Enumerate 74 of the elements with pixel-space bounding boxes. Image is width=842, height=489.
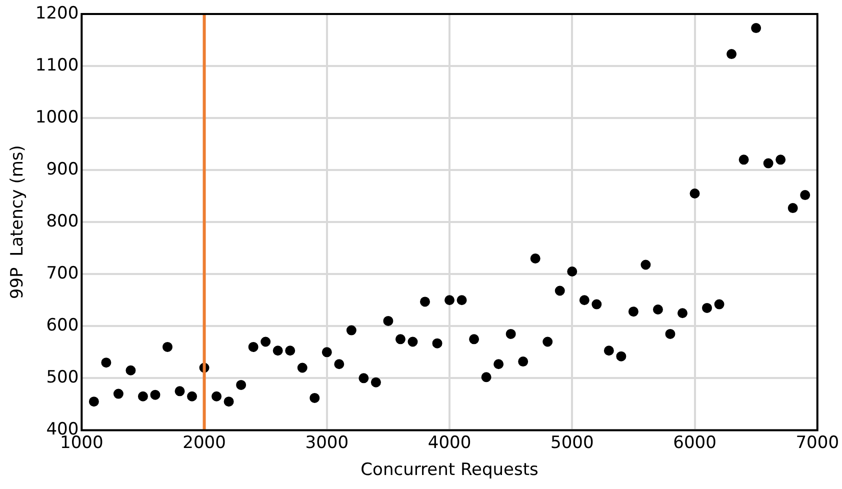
y-tick-label: 1200: [35, 3, 79, 24]
point: [738, 154, 749, 165]
y-tick-label: 500: [46, 368, 79, 388]
point: [113, 388, 124, 399]
point: [248, 342, 258, 352]
point: [444, 295, 455, 306]
point: [456, 295, 467, 306]
x-tick-label: 5000: [550, 432, 594, 453]
point: [174, 386, 185, 396]
y-axis-title: 99P Latency (ms): [8, 145, 28, 300]
x-tick-label: 6000: [673, 432, 716, 453]
point: [150, 390, 160, 400]
point: [285, 346, 296, 356]
point: [616, 351, 626, 362]
point: [224, 396, 234, 407]
point: [518, 356, 528, 367]
point: [358, 373, 369, 384]
point: [592, 299, 602, 310]
point: [628, 306, 638, 317]
point: [665, 328, 676, 339]
point: [677, 308, 688, 318]
point: [432, 338, 442, 348]
point: [726, 49, 737, 60]
y-tick-label: 800: [46, 212, 79, 232]
point: [310, 392, 320, 403]
point: [187, 391, 198, 402]
x-tick-label: 2000: [182, 432, 226, 453]
point: [297, 362, 308, 373]
point: [272, 346, 283, 356]
point: [260, 336, 271, 347]
point: [126, 365, 136, 376]
x-tick-label: 3000: [305, 432, 349, 453]
point: [469, 334, 480, 344]
point: [212, 391, 222, 402]
point: [530, 254, 540, 264]
point: [652, 304, 663, 314]
point: [420, 296, 430, 307]
point: [162, 342, 172, 352]
point: [395, 334, 406, 344]
point: [640, 260, 651, 270]
point: [236, 380, 246, 390]
point: [554, 286, 565, 296]
point: [567, 266, 578, 277]
x-tick-label: 7000: [796, 432, 839, 453]
point: [788, 203, 798, 214]
point: [322, 347, 332, 358]
x-axis-title: Concurrent Requests: [360, 460, 538, 480]
point: [800, 190, 810, 200]
point: [334, 359, 344, 370]
point: [370, 377, 381, 388]
point: [714, 299, 724, 310]
point: [542, 336, 553, 347]
y-tick-label: 700: [46, 264, 79, 284]
y-tick-label: 1100: [35, 55, 79, 76]
point: [702, 302, 712, 313]
point: [88, 396, 99, 407]
y-tick-label: 1000: [35, 107, 79, 128]
point: [408, 336, 418, 347]
point: [579, 295, 590, 306]
point: [604, 346, 614, 356]
point: [138, 391, 148, 402]
x-tick-label: 4000: [428, 432, 472, 453]
y-tick-label: 900: [46, 159, 79, 180]
point: [494, 359, 504, 370]
point: [763, 158, 774, 168]
point: [481, 372, 492, 382]
point: [346, 325, 356, 336]
point: [101, 358, 112, 368]
y-tick-label: 600: [46, 316, 79, 336]
point: [776, 154, 786, 165]
point: [690, 188, 700, 198]
point: [383, 316, 394, 326]
point: [751, 23, 762, 34]
point: [506, 328, 516, 339]
